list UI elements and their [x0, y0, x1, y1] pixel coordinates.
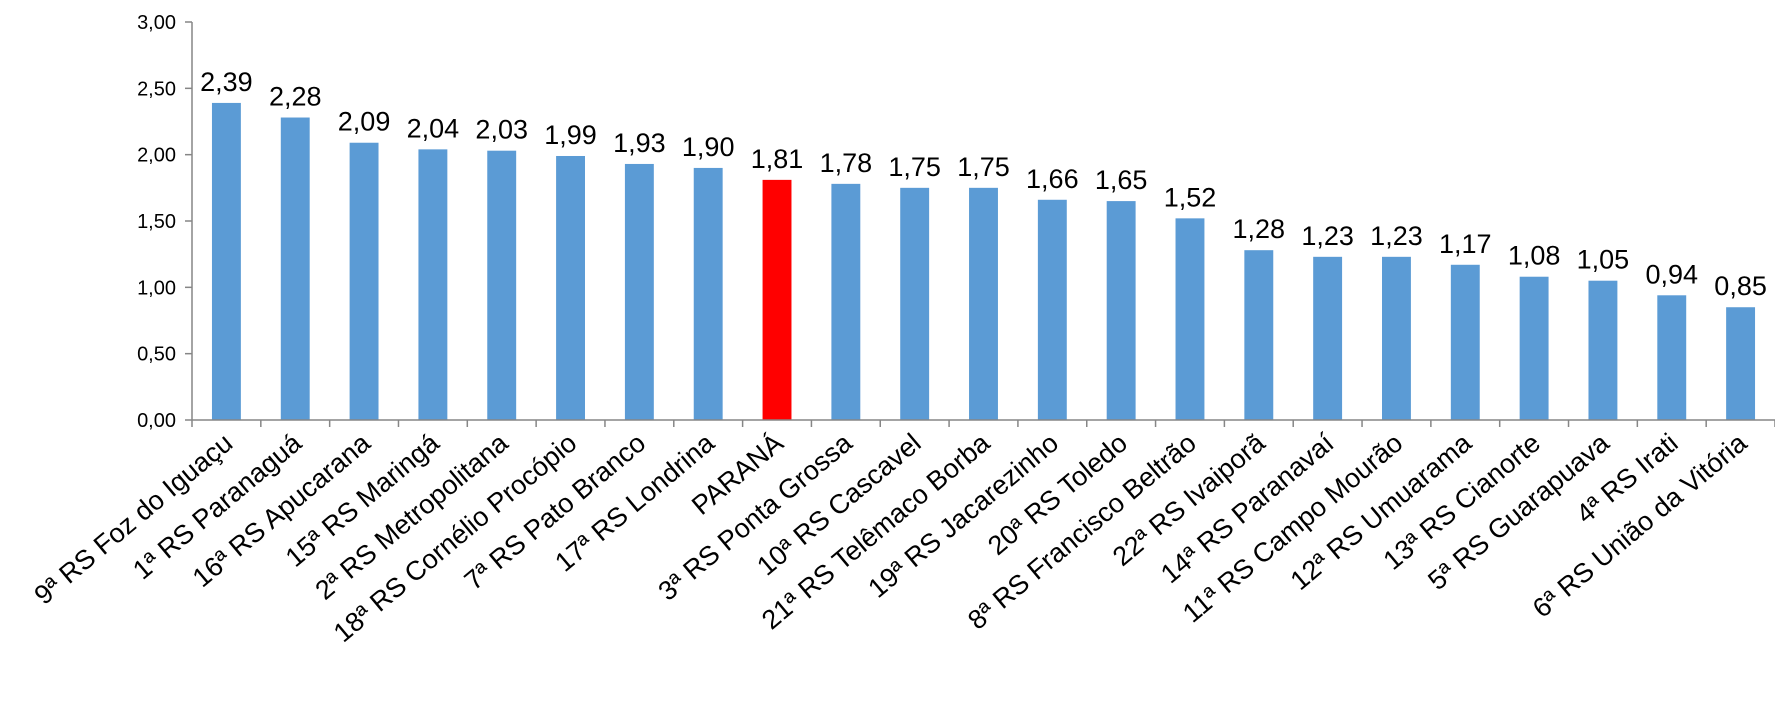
data-label: 0,94	[1645, 259, 1698, 289]
bar	[1244, 250, 1274, 420]
bar	[762, 179, 792, 420]
data-label: 1,75	[888, 152, 941, 182]
data-labels: 2,39 2,28 2,09 2,04 2,03 1,99 1,93 1,90 1,81 1,78…	[200, 67, 1767, 301]
data-label: 1,52	[1164, 182, 1217, 212]
bar	[280, 117, 310, 421]
bar	[1382, 256, 1411, 420]
bar	[1450, 264, 1480, 420]
bar	[831, 183, 861, 420]
data-label: 1,78	[820, 148, 873, 178]
bar	[211, 102, 241, 420]
data-label: 1,23	[1370, 221, 1423, 251]
bar	[1588, 280, 1618, 420]
data-label: 2,28	[269, 82, 322, 112]
data-label: 1,90	[682, 132, 735, 162]
y-tick-label: 0,00	[137, 410, 176, 432]
data-label: 1,23	[1301, 221, 1354, 251]
bar	[487, 150, 517, 421]
data-label: 2,09	[338, 107, 391, 137]
bar	[693, 167, 723, 420]
bar	[556, 155, 585, 420]
y-tick-label: 1,50	[137, 211, 176, 233]
bar	[1726, 307, 1756, 420]
data-label: 1,81	[751, 144, 804, 174]
y-axis: 0,00 0,50 1,00 1,50 2,00 2,50 3,00	[137, 12, 193, 432]
data-label: 1,08	[1508, 241, 1561, 271]
bar	[418, 149, 448, 421]
data-label: 0,85	[1714, 271, 1767, 301]
data-label: 1,28	[1233, 214, 1286, 244]
data-label: 2,03	[475, 115, 528, 145]
bar	[349, 142, 379, 420]
y-tick-label: 3,00	[137, 12, 176, 34]
bar	[1313, 256, 1343, 420]
data-label: 2,39	[200, 67, 253, 97]
bar	[1175, 218, 1205, 420]
data-label: 1,99	[544, 120, 597, 150]
bar	[1037, 199, 1067, 420]
y-tick-label: 0,50	[137, 344, 176, 366]
data-label: 1,93	[613, 128, 666, 158]
data-label: 1,75	[957, 152, 1010, 182]
data-label: 1,17	[1439, 229, 1492, 259]
bar	[1657, 295, 1687, 420]
bar	[624, 163, 654, 420]
bar	[969, 187, 998, 420]
y-tick-label: 2,50	[137, 78, 176, 100]
data-label: 1,65	[1095, 165, 1148, 195]
data-label: 1,05	[1577, 245, 1630, 275]
bar	[1106, 201, 1136, 420]
bar	[900, 187, 930, 420]
y-tick-label: 2,00	[137, 145, 176, 167]
bars	[211, 102, 1756, 421]
data-label: 2,04	[407, 113, 460, 143]
data-label: 1,66	[1026, 164, 1079, 194]
y-tick-label: 1,00	[137, 277, 176, 299]
bar	[1519, 276, 1549, 420]
